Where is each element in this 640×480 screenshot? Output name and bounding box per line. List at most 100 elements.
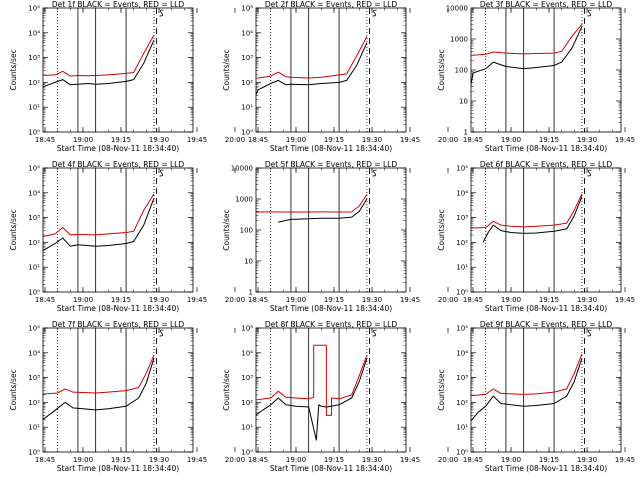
y-tick-label: 10¹ (456, 264, 468, 272)
x-tick-label: 20:00 (438, 296, 458, 304)
y-tick-label: 10⁴ (456, 189, 468, 197)
x-axis-label: Start Time (08-Nov-11 18:34:40) (270, 464, 392, 473)
segment-marker-s (372, 9, 377, 17)
y-tick-label: 10 (244, 258, 253, 266)
y-tick-label: 10000 (231, 165, 253, 173)
detector-panel-3: Det 3f BLACK = Events, RED = LLD 1 10 100 10… (437, 0, 635, 153)
y-tick-label: 10¹ (28, 104, 40, 112)
series-line-events (43, 358, 155, 420)
y-tick-label: 100 (455, 67, 468, 75)
x-tick-label: 19:45 (400, 296, 420, 304)
y-tick-label: 1000 (450, 36, 468, 44)
x-tick-label: 18:45 (463, 296, 483, 304)
chart-title: Det 7f BLACK = Events, RED = LLD (52, 320, 185, 329)
series-line-events (471, 26, 583, 88)
y-tick-label: 10⁵ (28, 165, 40, 173)
segment-marker-s (372, 329, 377, 337)
segment-marker-bracket (224, 10, 229, 15)
y-tick-label: 10000 (446, 5, 468, 13)
x-tick-label: 19:30 (149, 136, 169, 144)
plot-frame (255, 167, 407, 293)
series-line-events (256, 358, 368, 441)
series-line-lld (43, 355, 155, 395)
segment-marker-bracket (224, 170, 229, 175)
plot-frame (255, 327, 407, 453)
detector-panel-4: Det 4f BLACK = Events, RED = LLD 10⁰ 10¹ 10… (9, 160, 245, 313)
x-tick-label: 19:30 (577, 296, 597, 304)
chart-title: Det 2f BLACK = Events, RED = LLD (265, 0, 398, 9)
series-line-events (482, 196, 583, 243)
y-tick-label: 10⁴ (241, 349, 253, 357)
x-tick-label: 18:45 (35, 136, 55, 144)
x-tick-label: 18:45 (35, 296, 55, 304)
chart-title: Det 5f BLACK = Events, RED = LLD (265, 160, 398, 169)
x-tick-label: 19:15 (111, 456, 131, 464)
x-tick-label: 18:45 (463, 136, 483, 144)
segment-marker-s (587, 9, 592, 17)
y-axis-label: Counts/sec (222, 369, 231, 410)
y-tick-label: 10⁰ (28, 129, 40, 137)
y-tick-label: 10¹ (28, 424, 40, 432)
y-tick-label: 100 (240, 227, 253, 235)
x-tick-label: 19:30 (362, 136, 382, 144)
y-tick-label: 10² (456, 239, 468, 247)
y-tick-label: 10³ (28, 374, 40, 382)
y-tick-label: 10⁴ (28, 349, 40, 357)
x-axis-label: Start Time (08-Nov-11 18:34:40) (485, 144, 607, 153)
x-axis-label: Start Time (08-Nov-11 18:34:40) (485, 464, 607, 473)
segment-marker-s (587, 169, 592, 177)
x-tick-label: 19:45 (615, 456, 635, 464)
y-tick-label: 10⁰ (28, 449, 40, 457)
x-axis-label: Start Time (08-Nov-11 18:34:40) (485, 304, 607, 313)
y-tick-label: 10⁴ (28, 29, 40, 37)
y-tick-label: 10⁵ (241, 5, 253, 13)
x-tick-label: 20:00 (225, 456, 245, 464)
series-line-lld (471, 193, 583, 229)
y-tick-label: 10⁰ (241, 129, 253, 137)
y-tick-label: 10³ (241, 374, 253, 382)
series-line-lld (43, 34, 155, 77)
x-tick-label: 19:00 (501, 456, 521, 464)
plot-frame (470, 7, 622, 133)
series-line-lld (256, 344, 368, 416)
x-tick-label: 19:45 (187, 296, 207, 304)
y-tick-label: 10⁴ (241, 29, 253, 37)
x-tick-label: 18:45 (248, 296, 268, 304)
x-tick-label: 19:15 (111, 296, 131, 304)
y-tick-label: 10⁵ (456, 325, 468, 333)
segment-marker-s (159, 9, 164, 17)
y-tick-label: 1 (464, 129, 468, 137)
x-tick-label: 19:45 (187, 136, 207, 144)
plot-frame (255, 7, 407, 133)
plot-frame (42, 7, 194, 133)
x-tick-label: 19:30 (149, 456, 169, 464)
x-tick-label: 19:00 (73, 456, 93, 464)
detector-panel-9: Det 9f BLACK = Events, RED = LLD 10⁰ 10¹ 10… (437, 320, 635, 473)
segment-marker-bracket (437, 330, 442, 335)
series-line-lld (256, 194, 368, 213)
y-tick-label: 10² (456, 399, 468, 407)
series-line-events (43, 40, 155, 88)
x-tick-label: 19:15 (539, 296, 559, 304)
series-line-events (43, 198, 155, 252)
x-tick-label: 19:45 (400, 136, 420, 144)
segment-marker-bracket (437, 10, 442, 15)
x-tick-label: 19:15 (324, 136, 344, 144)
y-axis-label: Counts/sec (437, 369, 446, 410)
y-tick-label: 10⁴ (456, 349, 468, 357)
y-tick-label: 10⁰ (241, 449, 253, 457)
detector-panel-2: Det 2f BLACK = Events, RED = LLD 10⁰ 10¹ 10… (222, 0, 458, 153)
segment-marker-s (159, 169, 164, 177)
x-tick-label: 19:15 (324, 296, 344, 304)
x-axis-label: Start Time (08-Nov-11 18:34:40) (57, 144, 179, 153)
detector-panel-6: Det 6f BLACK = Events, RED = LLD 10⁰ 10¹ 10… (437, 160, 635, 313)
y-axis-label: Counts/sec (222, 209, 231, 250)
y-tick-label: 10⁰ (28, 289, 40, 297)
y-tick-label: 10³ (456, 374, 468, 382)
plot-area (256, 168, 377, 292)
chart-title: Det 4f BLACK = Events, RED = LLD (52, 160, 185, 169)
y-axis-label: Counts/sec (9, 49, 18, 90)
x-tick-label: 20:00 (438, 136, 458, 144)
x-tick-label: 19:00 (501, 296, 521, 304)
